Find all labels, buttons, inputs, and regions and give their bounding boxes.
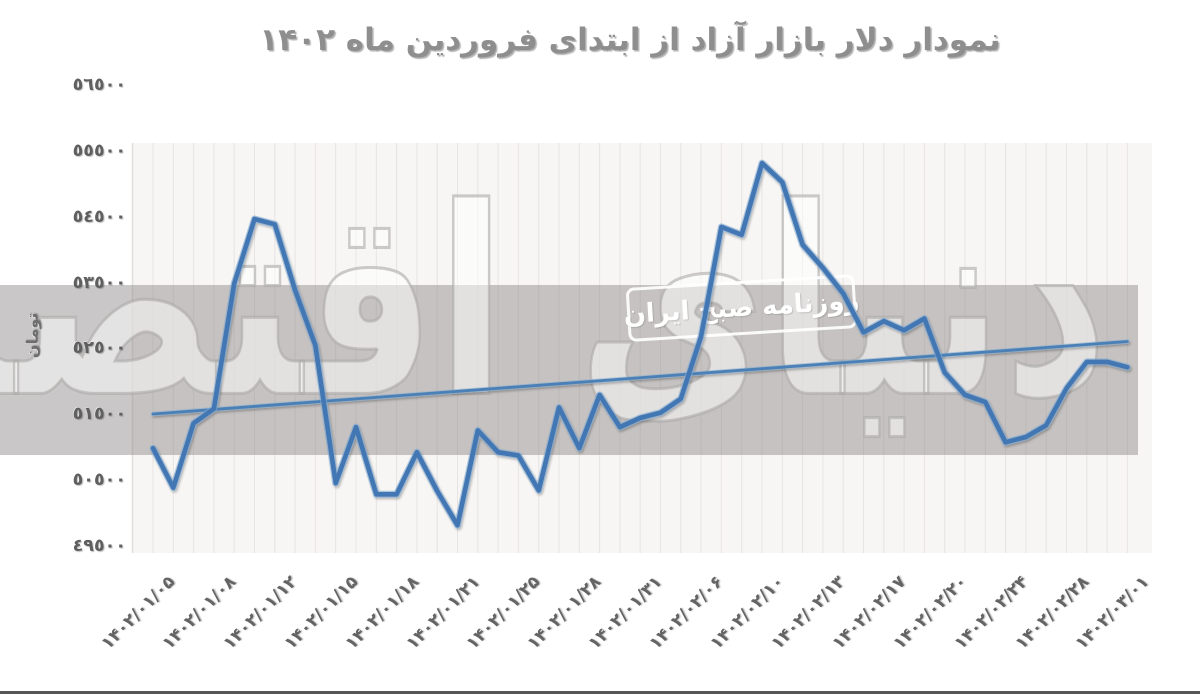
y-tick-label: ٥٠٥٠٠ [72,470,126,491]
trend-line [151,340,1129,416]
plot-background [131,143,1152,553]
price-line-edge [149,159,1131,529]
chart-title: نمودار دلار بازار آزاد از ابتدای فروردین… [259,22,1001,58]
series-group [149,159,1131,529]
y-tick-label: ٥٣٥٠٠ [72,272,126,293]
y-tick-label: ٥٦٥٠٠ [72,75,126,95]
watermark-newspaper-name: دنیای اقتصاد [0,151,1110,457]
price-line [150,160,1130,528]
y-tick-label: ٤٩٥٠٠ [72,536,126,556]
y-tick-label: ٥٢٥٠٠ [72,338,126,359]
bottom-frame-line [0,691,1200,694]
y-tick-label: ٥١٥٠٠ [72,404,126,425]
y-tick-label: ٥٥٥٠٠ [72,140,126,161]
y-tick-label: ٥٤٥٠٠ [72,206,126,227]
